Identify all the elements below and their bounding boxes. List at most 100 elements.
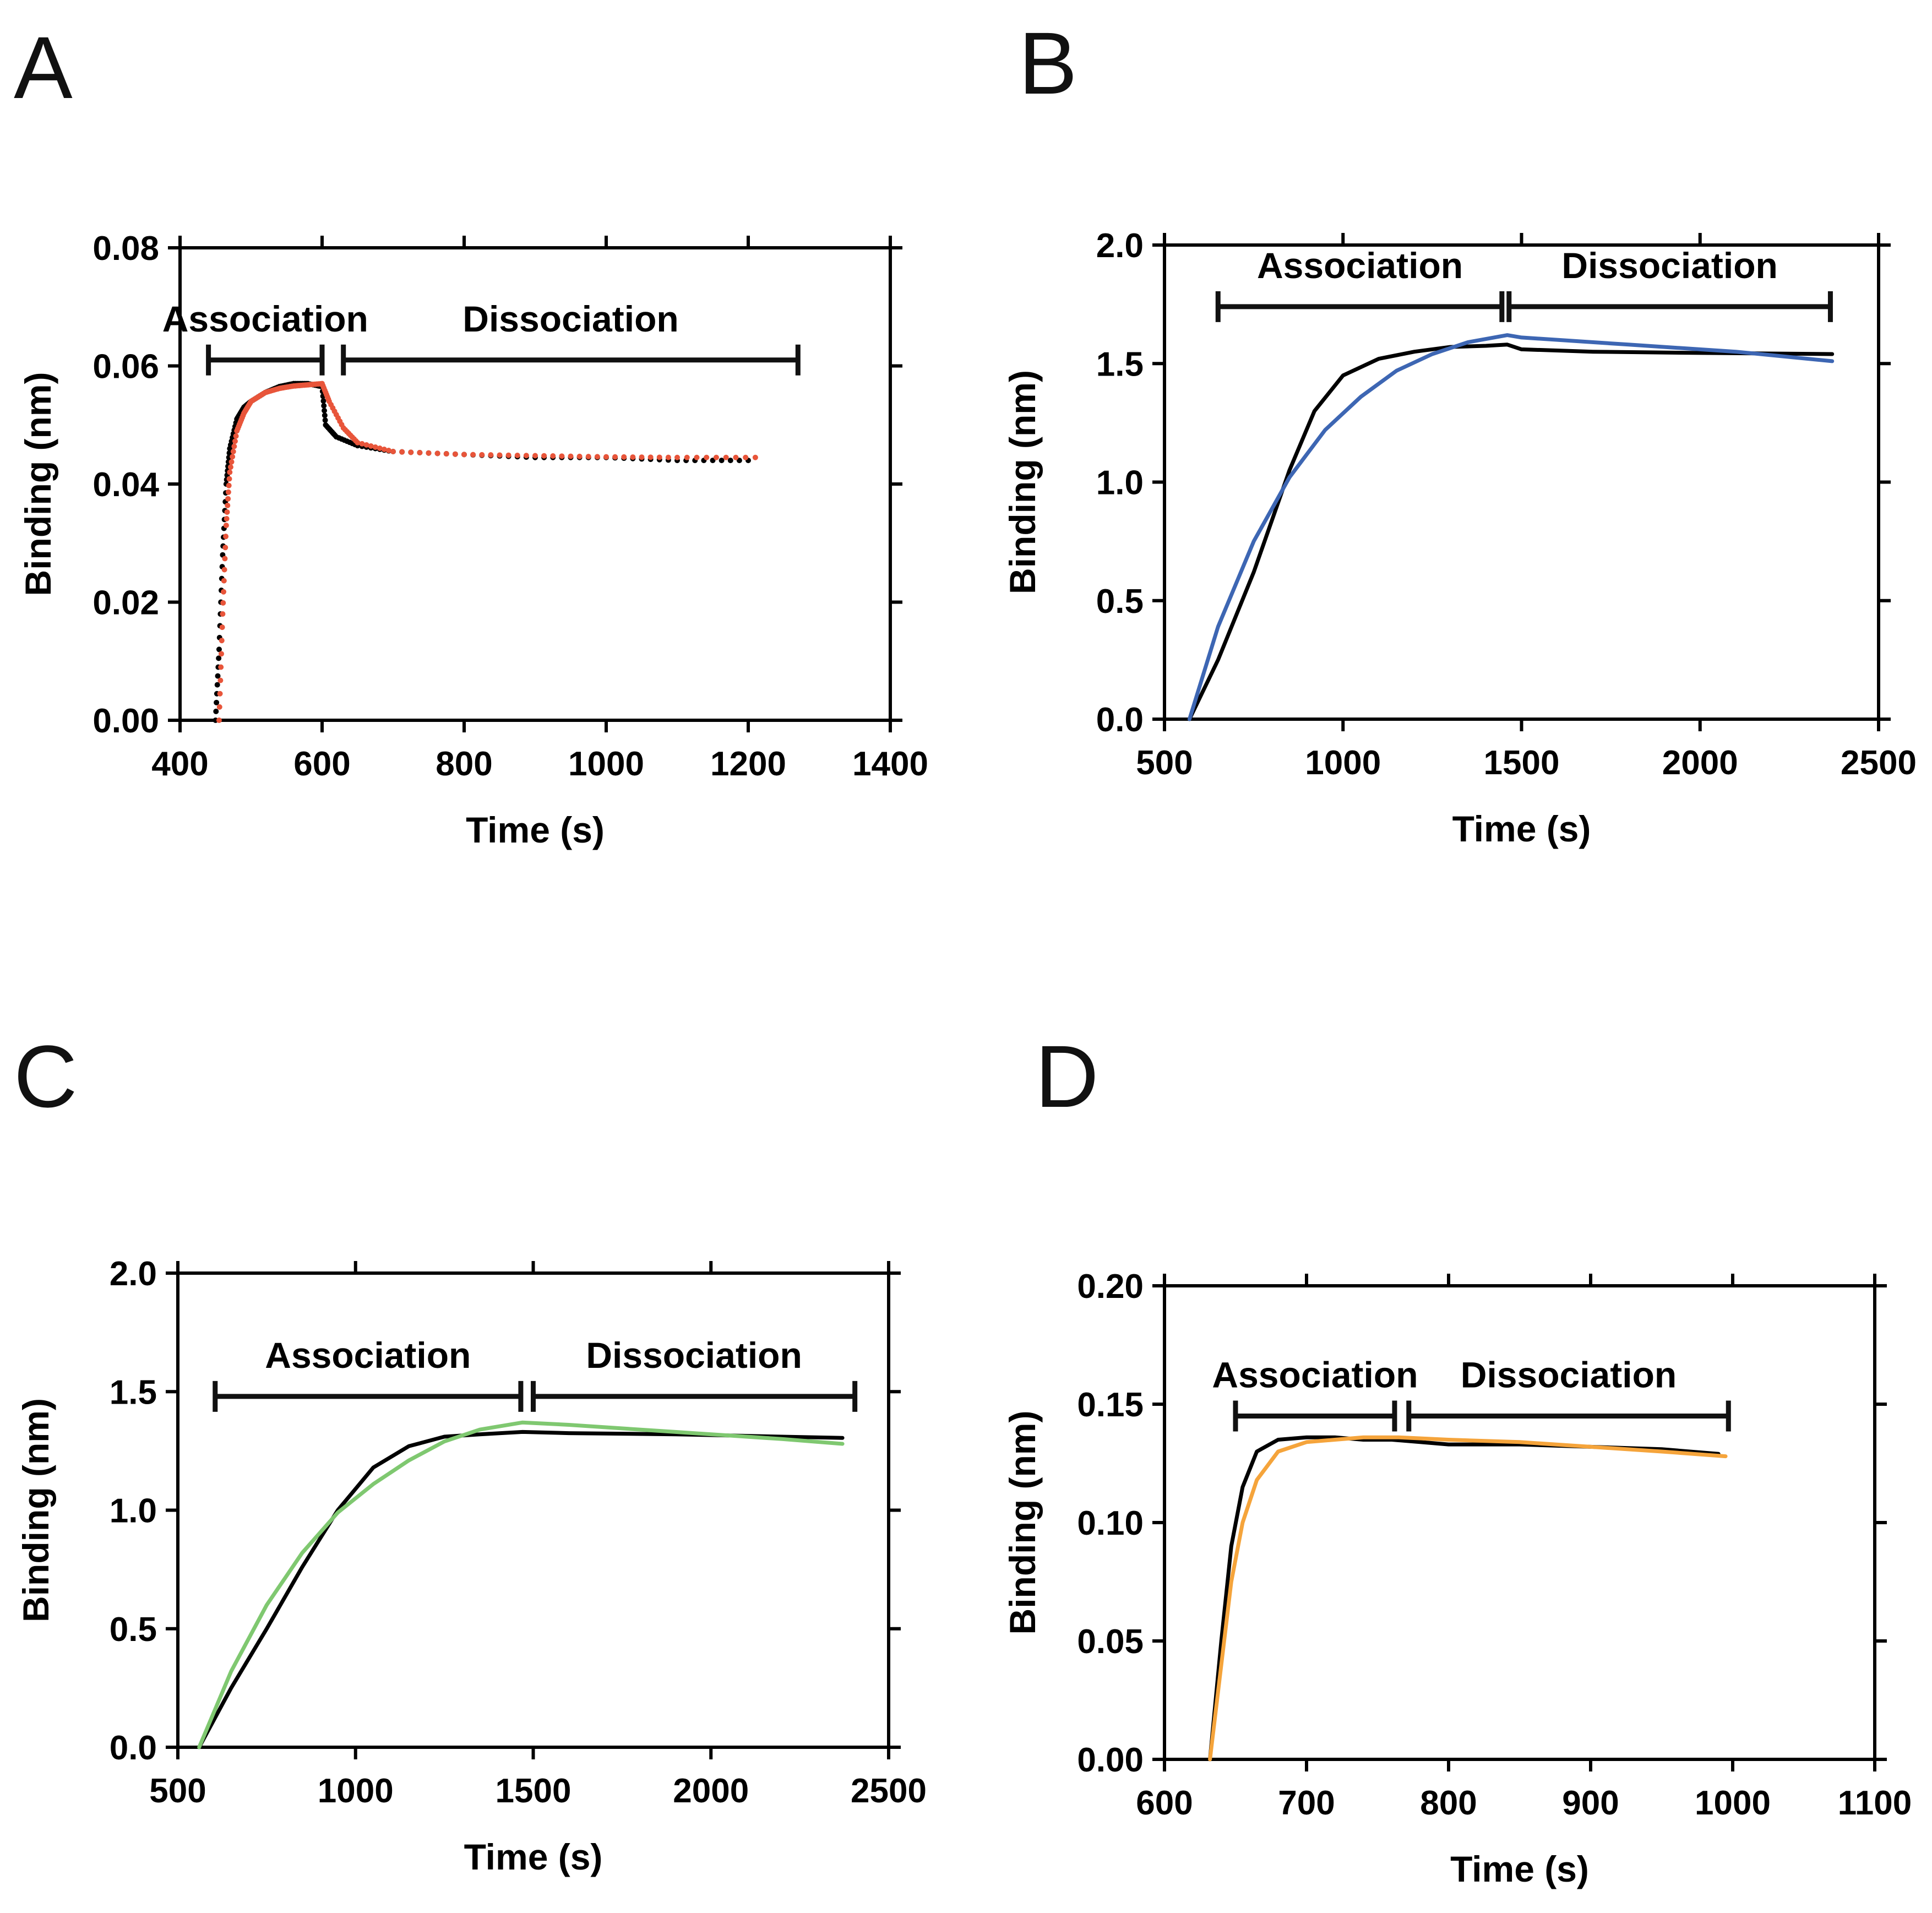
series-fit-point	[674, 454, 680, 460]
series-fit-point	[227, 469, 233, 475]
y-tick-label: 1.5	[110, 1373, 157, 1411]
x-tick-label: 1400	[852, 745, 928, 783]
series-data-point	[213, 708, 219, 714]
series-fit-point	[216, 718, 222, 723]
series-fit-point	[550, 453, 556, 459]
y-axis-label: Binding (nm)	[15, 1398, 56, 1622]
y-tick-label: 0.5	[1096, 583, 1144, 621]
series-fit-point	[479, 452, 485, 458]
phase-label-dissociation: Dissociation	[462, 298, 678, 339]
x-tick-label: 900	[1562, 1784, 1619, 1822]
series-fit-point	[222, 545, 228, 551]
x-tick-label: 1000	[1305, 744, 1381, 782]
series-fit-point	[218, 664, 224, 670]
series-fit-point	[372, 444, 378, 450]
x-tick-label: 1200	[710, 745, 786, 783]
x-axis-label: Time (s)	[466, 809, 605, 850]
series-fit-point	[559, 453, 565, 459]
x-axis-label: Time (s)	[464, 1836, 603, 1877]
y-tick-label: 0.06	[92, 348, 159, 386]
x-tick-label: 2500	[851, 1772, 927, 1810]
series-fit-point	[355, 439, 361, 445]
series-fit-point	[408, 449, 414, 455]
y-tick-label: 0.15	[1077, 1386, 1144, 1424]
series-fit-point	[639, 454, 645, 460]
series-data-point	[215, 673, 221, 679]
x-tick-label: 1500	[496, 1772, 572, 1810]
series-fit-point	[684, 454, 690, 460]
series-fit-point	[221, 589, 227, 595]
series-data-point	[214, 682, 220, 688]
y-tick-label: 0.00	[92, 702, 159, 740]
series-fit-point	[704, 454, 710, 460]
phase-label-dissociation: Dissociation	[586, 1335, 802, 1376]
series-fit-point	[368, 443, 374, 449]
series-fit-line	[1187, 333, 1835, 721]
y-tick-label: 0.00	[1077, 1741, 1144, 1779]
series-data-point	[321, 403, 327, 409]
phase-label-association: Association	[265, 1335, 471, 1376]
series-fit-point	[585, 454, 591, 460]
y-tick-label: 0.10	[1077, 1504, 1144, 1542]
series-fit-point	[452, 451, 458, 457]
series-fit-point	[497, 452, 503, 458]
series-fit-point	[230, 454, 236, 460]
series-data-point	[216, 646, 222, 653]
series-fit-point	[743, 454, 749, 460]
phase-label-dissociation: Dissociation	[1461, 1355, 1677, 1395]
series-fit-point	[230, 449, 236, 455]
chart-c: 500 1000 1500 2000 2500 0.0 0.5 1.0 1.5 2.0 Time (…	[15, 1255, 927, 1877]
x-tick-label: 500	[1136, 744, 1193, 782]
series-data-point	[322, 417, 328, 423]
panel-letter-d: D	[1035, 1027, 1099, 1126]
y-axis-label: Binding (nm)	[1002, 1411, 1043, 1635]
series-fit-point	[723, 454, 729, 460]
x-tick-label: 2500	[1841, 744, 1917, 782]
series-fit-point	[568, 453, 574, 459]
y-tick-label: 1.0	[1096, 464, 1144, 502]
series-data-point	[214, 699, 220, 705]
series-fit-point	[576, 453, 583, 459]
series-fit-line	[1208, 1435, 1728, 1762]
phase-label-dissociation: Dissociation	[1561, 245, 1777, 286]
series-fit-point	[385, 448, 391, 454]
series-fit-point	[219, 624, 225, 631]
series-fit-point	[221, 567, 227, 573]
phase-label-association: Association	[1257, 245, 1463, 286]
plot-frame-b	[1163, 243, 1880, 721]
series-fit-point	[523, 453, 529, 459]
x-tick-label: 2000	[673, 1772, 749, 1810]
series-fit-point	[713, 454, 719, 460]
y-axis-label: Binding (nm)	[1002, 370, 1043, 594]
series-fit-point	[390, 449, 396, 455]
series-fit-point	[363, 442, 369, 448]
series-fit-point	[612, 454, 618, 460]
y-tick-label: 0.0	[1096, 701, 1144, 739]
series-fit-point	[541, 453, 547, 459]
series-fit-point	[505, 452, 511, 458]
series-fit-point	[532, 453, 538, 459]
series-fit-point	[594, 454, 600, 460]
series-fit-point	[359, 441, 365, 447]
chart-b: 500 1000 1500 2000 2500 0.0 0.5 1.0 1.5 2.0 Time (…	[1002, 227, 1917, 849]
series-fit-point	[226, 476, 232, 482]
series-fit-point	[694, 454, 700, 460]
series-fit-point	[226, 482, 232, 488]
phase-label-association: Association	[162, 298, 368, 339]
series-fit-point	[225, 502, 231, 508]
x-tick-label: 800	[1420, 1784, 1477, 1822]
series-fit-point	[217, 677, 224, 683]
y-tick-label: 0.04	[92, 466, 159, 504]
series-fit-point	[231, 443, 237, 449]
x-tick-label: 600	[293, 745, 350, 783]
y-tick-label: 0.5	[110, 1611, 157, 1649]
y-tick-label: 0.02	[92, 584, 159, 622]
x-tick-label: 400	[151, 745, 208, 783]
series-fit-point	[647, 454, 654, 460]
series-fit-point	[219, 638, 225, 644]
series-fit-point	[656, 454, 662, 460]
series-fit-point	[227, 464, 233, 470]
series-data-point	[719, 458, 725, 464]
x-tick-label: 800	[436, 745, 492, 783]
